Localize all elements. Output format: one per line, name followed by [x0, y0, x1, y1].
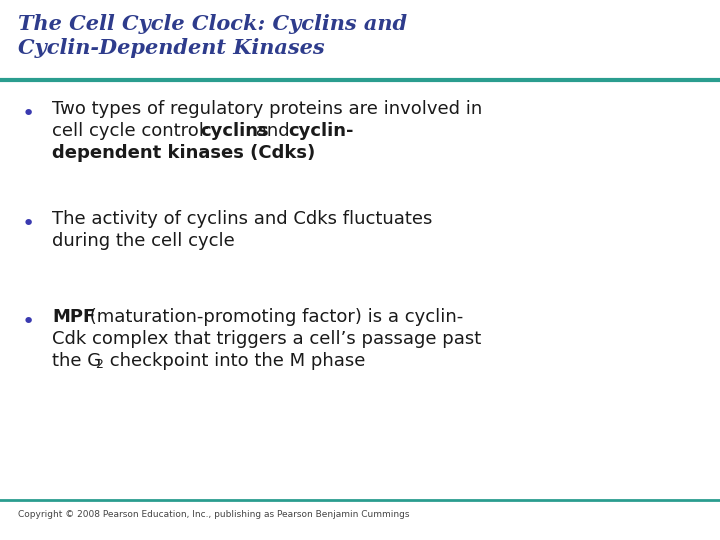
- Text: during the cell cycle: during the cell cycle: [52, 232, 235, 250]
- Text: MPF: MPF: [52, 308, 95, 326]
- Text: and: and: [250, 122, 295, 140]
- Text: 2: 2: [95, 358, 103, 371]
- Text: checkpoint into the M phase: checkpoint into the M phase: [104, 352, 365, 370]
- Text: •: •: [22, 214, 35, 234]
- Text: (maturation-promoting factor) is a cyclin-: (maturation-promoting factor) is a cycli…: [84, 308, 463, 326]
- Text: Two types of regulatory proteins are involved in: Two types of regulatory proteins are inv…: [52, 100, 482, 118]
- Text: Cdk complex that triggers a cell’s passage past: Cdk complex that triggers a cell’s passa…: [52, 330, 481, 348]
- Text: The Cell Cycle Clock: Cyclins and: The Cell Cycle Clock: Cyclins and: [18, 14, 407, 34]
- Text: the G: the G: [52, 352, 101, 370]
- Text: The activity of cyclins and Cdks fluctuates: The activity of cyclins and Cdks fluctua…: [52, 210, 433, 228]
- Text: •: •: [22, 104, 35, 124]
- Text: cyclin-: cyclin-: [288, 122, 354, 140]
- Text: cell cycle control:: cell cycle control:: [52, 122, 216, 140]
- Text: Cyclin-Dependent Kinases: Cyclin-Dependent Kinases: [18, 38, 325, 58]
- Text: cyclins: cyclins: [200, 122, 269, 140]
- Text: •: •: [22, 312, 35, 332]
- Text: dependent kinases (Cdks): dependent kinases (Cdks): [52, 144, 315, 162]
- Text: Copyright © 2008 Pearson Education, Inc., publishing as Pearson Benjamin Cumming: Copyright © 2008 Pearson Education, Inc.…: [18, 510, 410, 519]
